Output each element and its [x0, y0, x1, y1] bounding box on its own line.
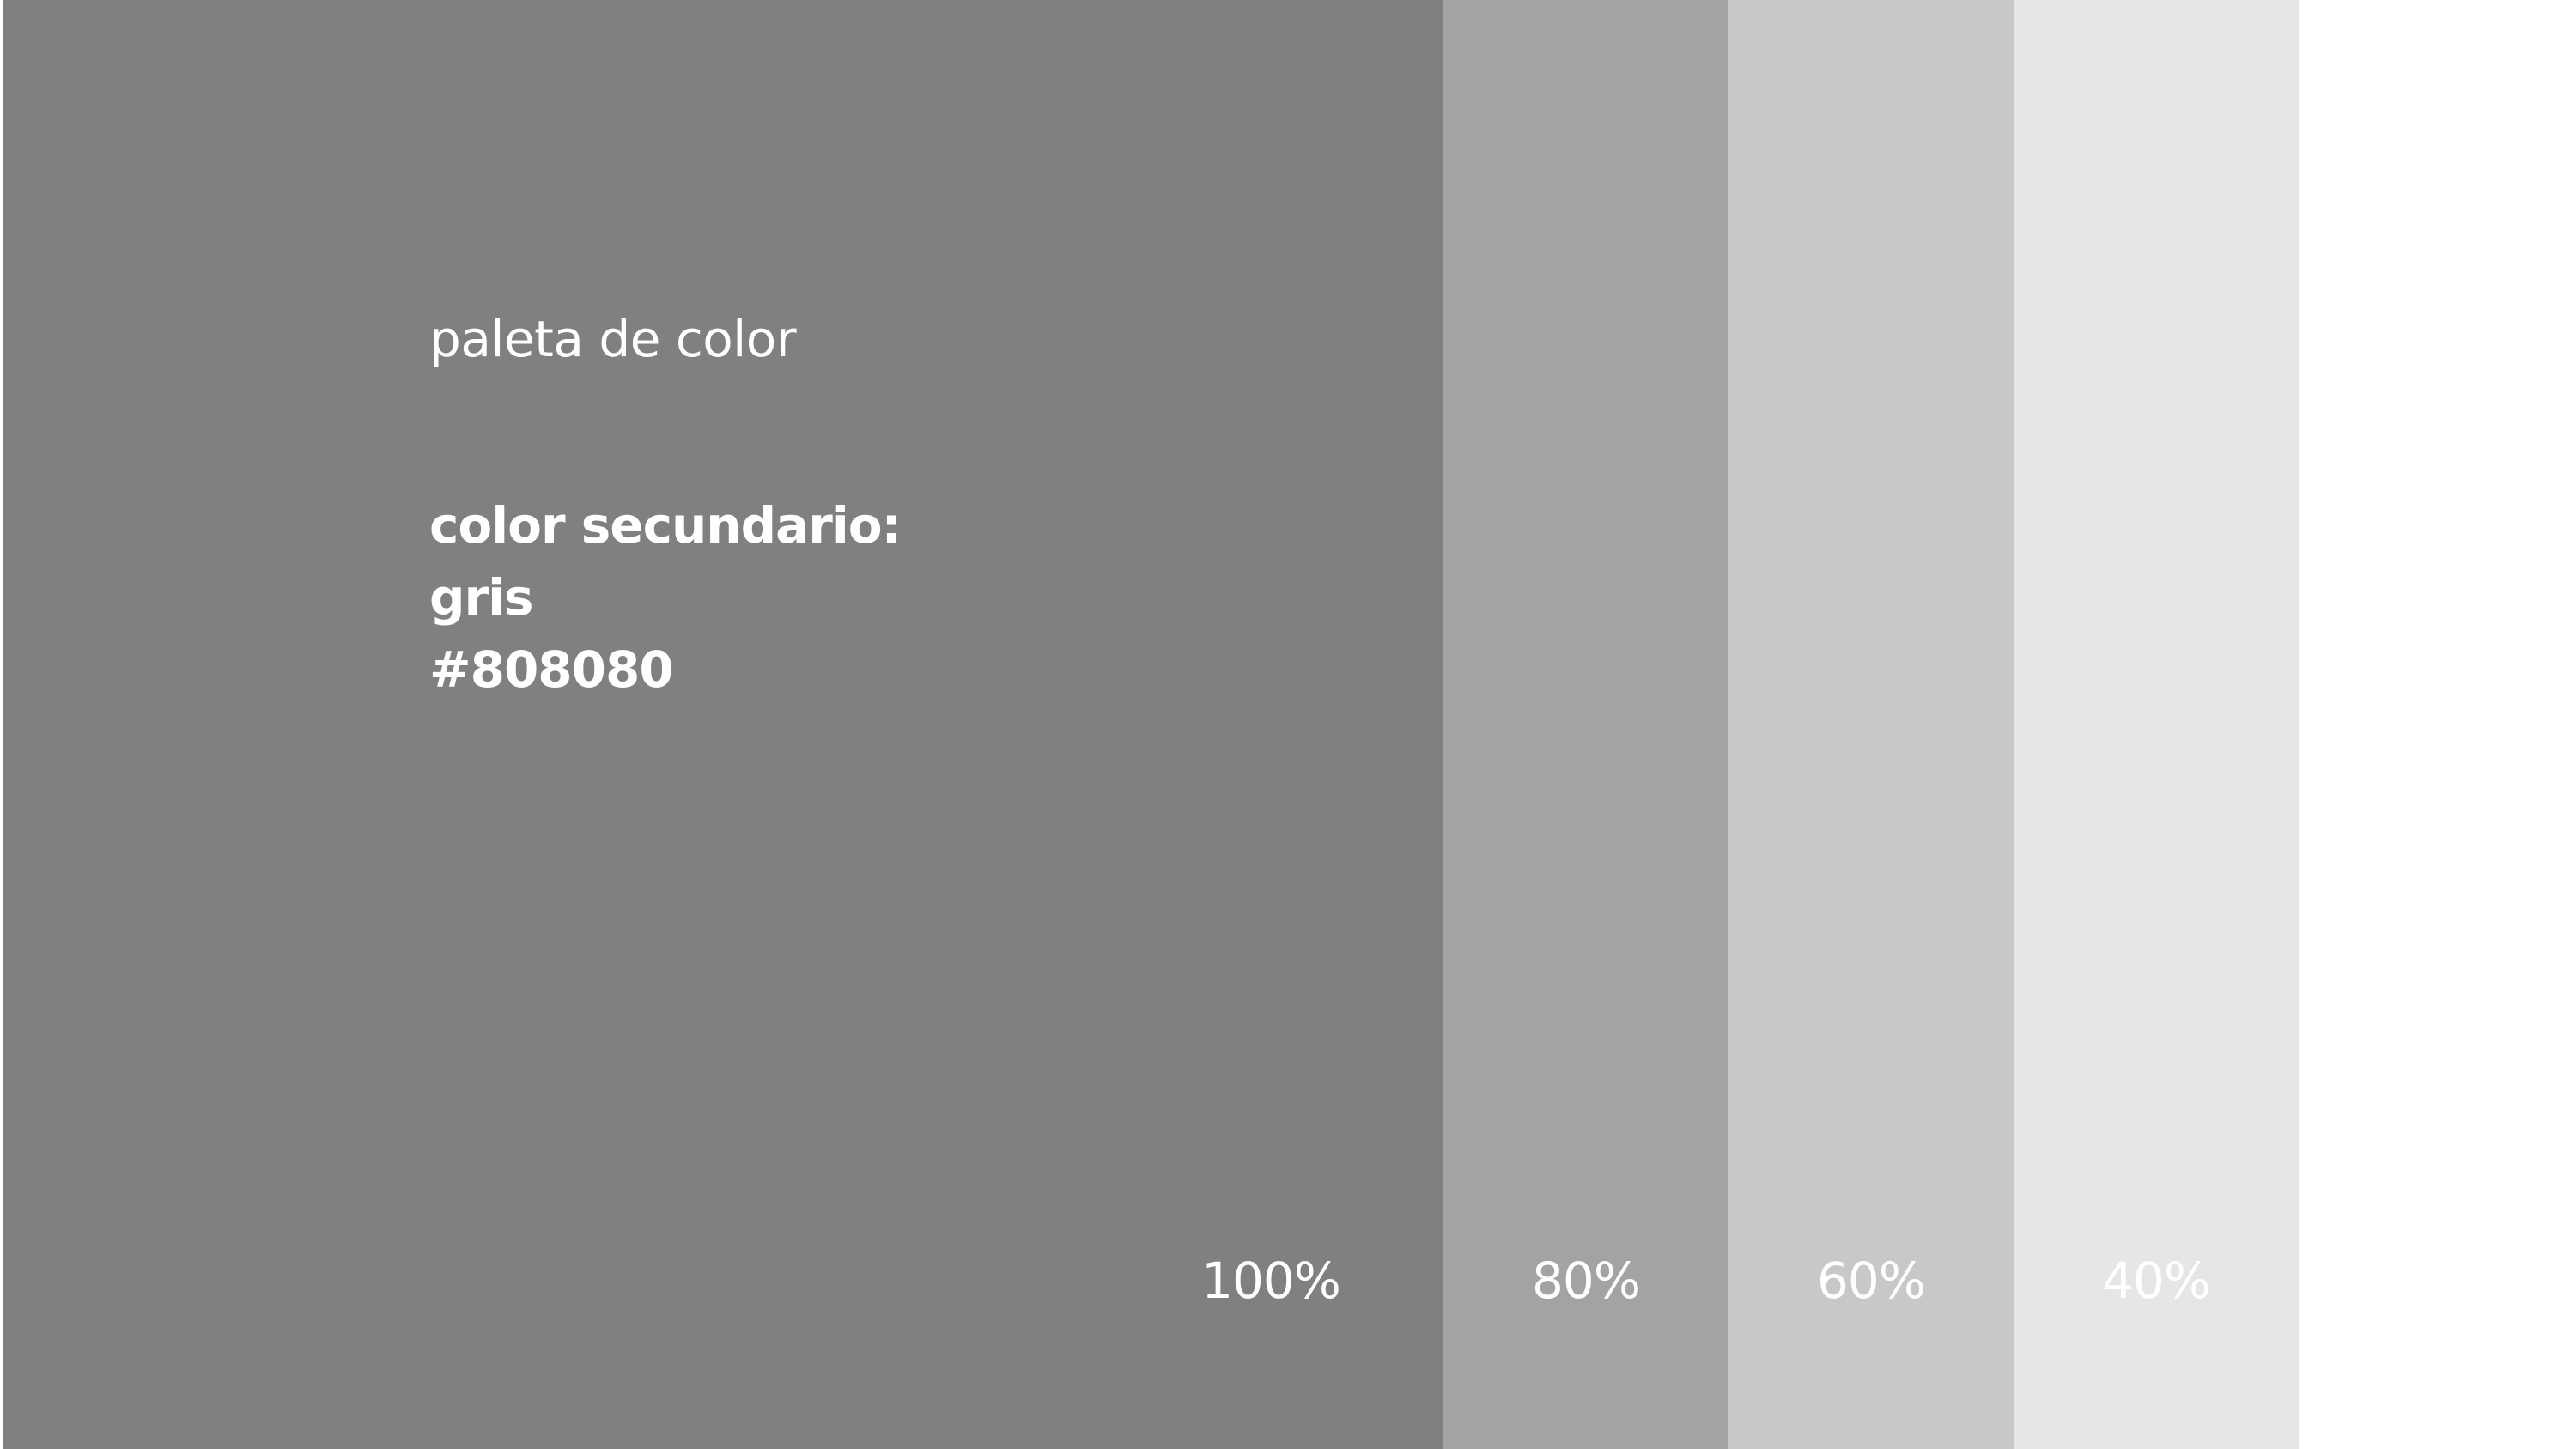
- color-hex: #808080: [429, 640, 674, 699]
- color-label: color secundario:: [429, 496, 902, 555]
- percent-label-80: 80%: [1532, 1252, 1641, 1310]
- page-title: paleta de color: [429, 310, 797, 368]
- percent-label-60: 60%: [1817, 1252, 1926, 1310]
- color-info: color secundario: gris #808080: [429, 489, 902, 706]
- swatch-60-percent: [1728, 0, 2014, 1449]
- color-name: gris: [429, 568, 534, 627]
- swatch-100-percent: [3, 0, 1443, 1449]
- swatch-80-percent: [1443, 0, 1728, 1449]
- swatch-40-percent: [2014, 0, 2299, 1449]
- percent-label-100: 100%: [1201, 1252, 1341, 1310]
- percent-label-40: 40%: [2102, 1252, 2211, 1310]
